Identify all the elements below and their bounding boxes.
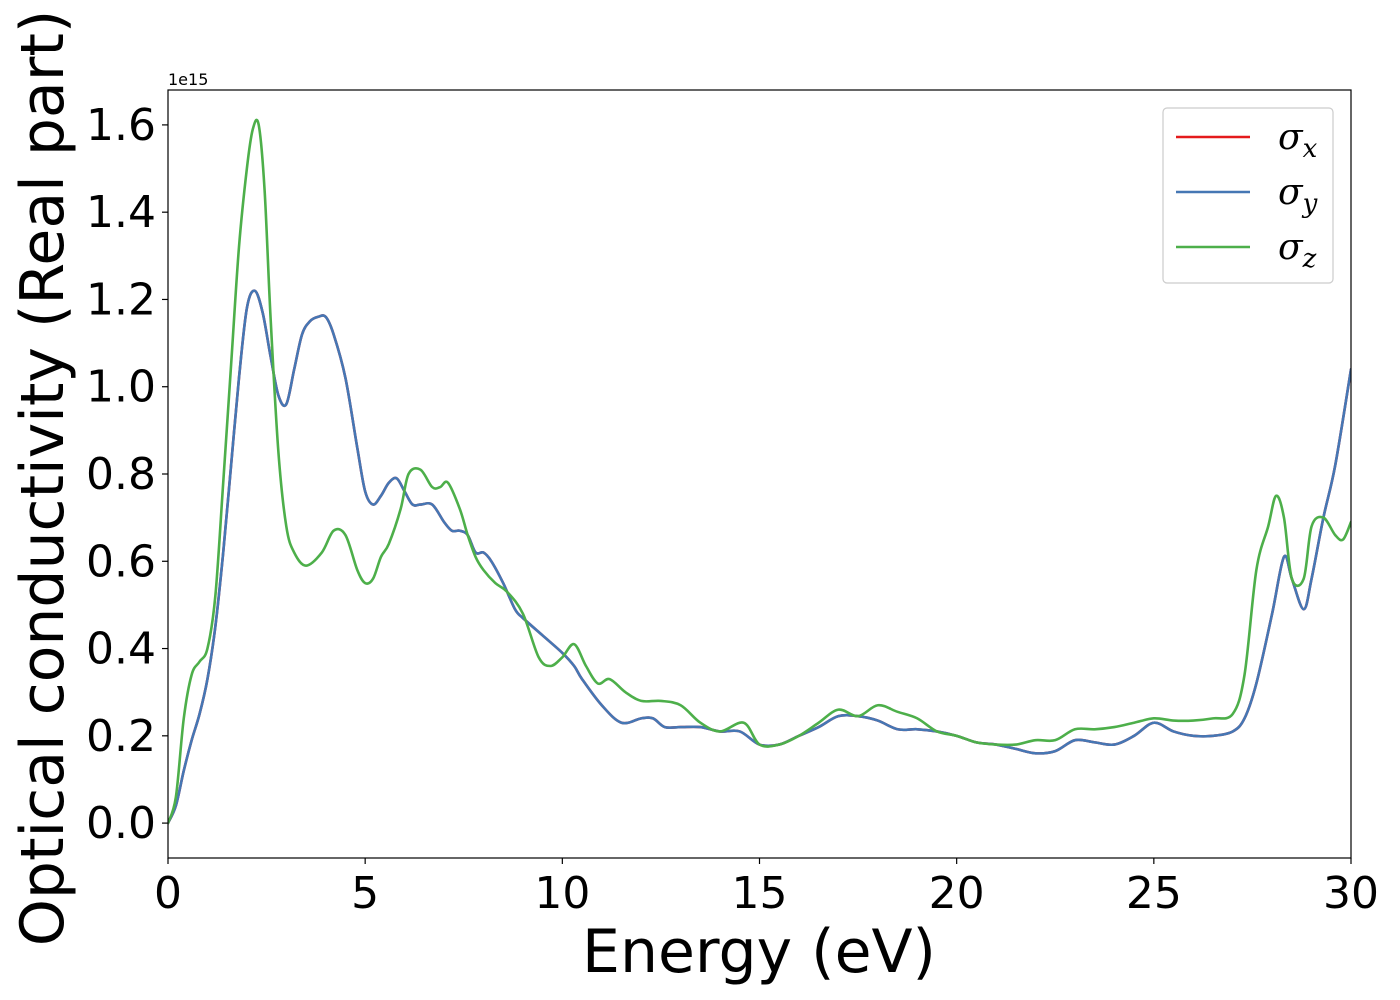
y-tick-label: 0.4 (86, 624, 156, 675)
legend-box (1162, 107, 1334, 284)
legend-symbol: σ (1278, 227, 1304, 268)
plot-background (168, 90, 1351, 858)
y-tick-label: 0.0 (86, 798, 156, 849)
x-axis: 0 5 10 15 20 25 30 (154, 858, 1379, 919)
x-tick-label: 10 (534, 868, 590, 919)
x-tick-label: 5 (351, 868, 379, 919)
legend-subscript: y (1302, 189, 1318, 219)
y-tick-label: 1.2 (86, 274, 156, 325)
x-tick-label: 25 (1126, 868, 1182, 919)
legend-entry-x: σx (1278, 117, 1318, 164)
y-tick-label: 0.2 (86, 711, 156, 762)
x-axis-label: Energy (eV) (582, 917, 936, 987)
legend-subscript: z (1302, 244, 1317, 274)
legend-symbol: σ (1278, 172, 1304, 213)
legend-entry-z: σz (1278, 227, 1317, 274)
legend-entry-y: σy (1278, 172, 1318, 219)
legend-subscript: x (1303, 134, 1318, 164)
plot-frame (167, 89, 1352, 859)
x-tick-label: 30 (1323, 868, 1379, 919)
x-tick-label: 15 (732, 868, 788, 919)
y-tick-label: 0.6 (86, 536, 156, 587)
legend-symbol: σ (1278, 117, 1304, 158)
series-line-z (168, 118, 1351, 825)
series-layer (168, 118, 1351, 825)
x-tick-label: 20 (929, 868, 985, 919)
series-line-y (168, 289, 1351, 825)
y-tick-label: 1.4 (86, 187, 156, 238)
x-tick-label: 0 (154, 868, 182, 919)
y-axis: 0.0 0.2 0.4 0.6 0.8 1.0 1.2 1.4 1.6 (86, 100, 168, 849)
y-tick-label: 1.6 (86, 100, 156, 151)
y-offset-label: 1e15 (168, 70, 208, 89)
y-tick-label: 1.0 (86, 362, 156, 413)
y-tick-label: 0.8 (86, 449, 156, 500)
y-axis-label: Optical conductivity (Real part) (8, 10, 78, 947)
